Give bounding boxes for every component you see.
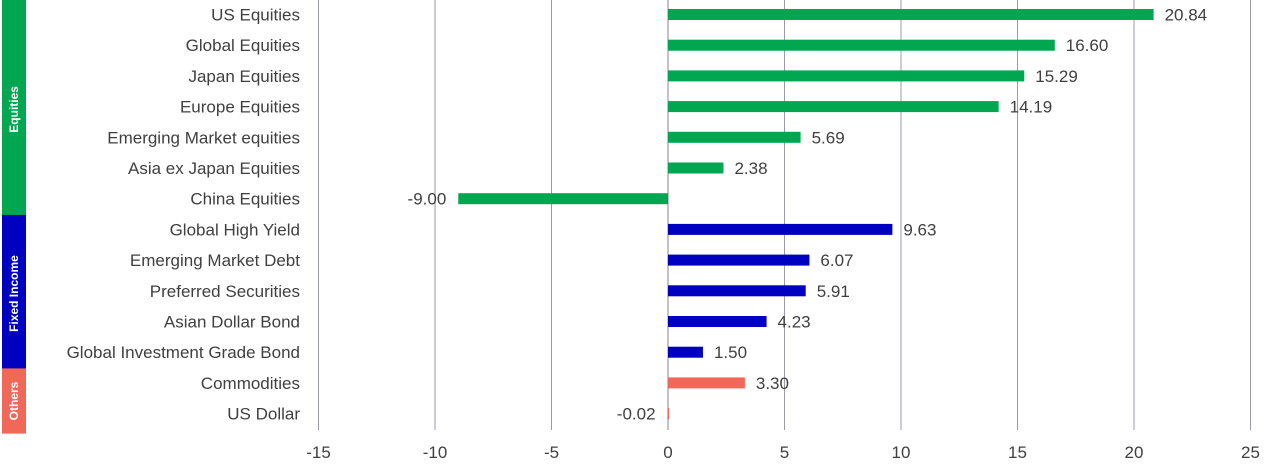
category-label: Asia ex Japan Equities	[128, 159, 300, 178]
category-groups: Equities Fixed Income Others	[2, 0, 26, 434]
category-label: US Dollar	[227, 405, 300, 424]
bars	[458, 9, 1154, 420]
category-label: Europe Equities	[180, 98, 300, 117]
category-label: Global High Yield	[170, 220, 300, 239]
category-label: Commodities	[201, 374, 300, 393]
category-label: Japan Equities	[188, 67, 300, 86]
value-label: 2.38	[734, 159, 767, 178]
x-tick-label: 0	[663, 443, 672, 462]
x-tick-label: 20	[1125, 443, 1144, 462]
value-label: 16.60	[1066, 36, 1109, 55]
bar	[668, 39, 1055, 51]
category-label: Preferred Securities	[150, 282, 300, 301]
bar	[667, 408, 670, 420]
bar	[668, 377, 745, 389]
group-label: Equities	[7, 86, 21, 133]
x-tick-label: 10	[892, 443, 911, 462]
bar	[668, 9, 1154, 20]
value-label: 15.29	[1035, 67, 1078, 86]
labels: -15 -10 -5 0 5 10 15 20 25 US Equities 20.84 Global…	[67, 6, 1260, 463]
category-label: Global Equities	[186, 36, 300, 55]
x-tick-label: -10	[423, 443, 448, 462]
category-label: Asian Dollar Bond	[164, 313, 300, 332]
grid	[318, 0, 1251, 430]
bar	[668, 254, 810, 266]
category-label: China Equities	[190, 190, 300, 209]
group-label: Others	[7, 381, 21, 420]
group-label: Fixed Income	[7, 255, 21, 332]
category-label: Emerging Market equities	[107, 128, 300, 147]
value-label: 5.69	[812, 128, 845, 147]
value-label: 4.23	[778, 313, 811, 332]
x-tick-label: 15	[1008, 443, 1027, 462]
x-tick-label: 5	[780, 443, 789, 462]
bar	[668, 285, 806, 297]
group-box	[2, 214, 26, 373]
value-label: 14.19	[1010, 98, 1053, 117]
category-label: US Equities	[211, 6, 300, 25]
group-box	[2, 0, 26, 219]
bar	[668, 70, 1025, 82]
bar	[458, 193, 668, 205]
bar	[668, 223, 893, 235]
value-label: -9.00	[408, 190, 447, 209]
bar	[668, 131, 801, 143]
value-label: 9.63	[903, 220, 936, 239]
group-box	[2, 368, 26, 434]
value-label: 20.84	[1165, 6, 1208, 25]
x-tick-label: -5	[544, 443, 559, 462]
value-label: 5.91	[817, 282, 850, 301]
category-label: Global Investment Grade Bond	[67, 343, 300, 362]
value-label: 3.30	[756, 374, 789, 393]
bar	[668, 162, 724, 174]
bar	[668, 346, 703, 358]
bar	[668, 316, 767, 327]
category-label: Emerging Market Debt	[130, 251, 300, 270]
value-label: 1.50	[714, 343, 747, 362]
value-label: -0.02	[617, 405, 656, 424]
bar	[668, 101, 999, 113]
x-tick-label: 25	[1241, 443, 1260, 462]
x-tick-label: -15	[306, 443, 331, 462]
value-label: 6.07	[820, 251, 853, 270]
